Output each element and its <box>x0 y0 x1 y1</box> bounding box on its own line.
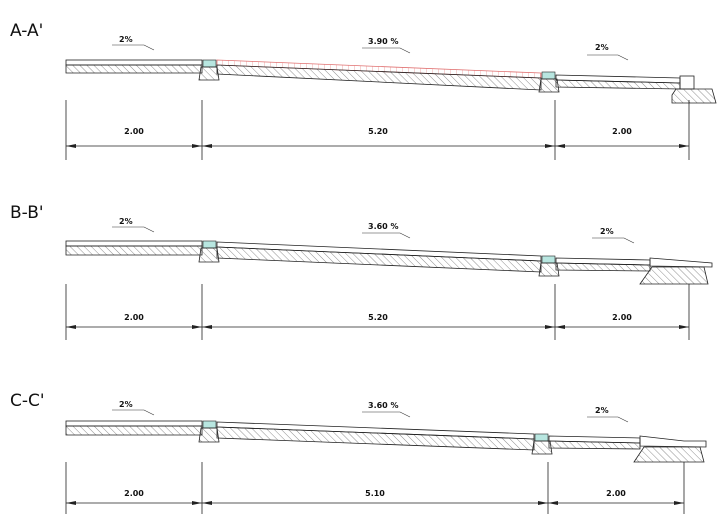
dimension-label-left: 2.00 <box>124 313 144 322</box>
central-slab <box>216 421 535 451</box>
joint-block-right <box>531 433 553 455</box>
central-slab <box>216 241 542 273</box>
right-slab <box>555 257 651 272</box>
section-title: C-C' <box>10 391 45 411</box>
curb <box>633 435 707 463</box>
joint-block-left <box>198 420 220 443</box>
slope-label-text: 2% <box>600 227 614 236</box>
slope-label-center: 3.90 % <box>362 37 411 54</box>
slope-label-right: 2% <box>587 406 629 423</box>
slope-label-text: 2% <box>119 400 133 409</box>
dimension-line <box>65 100 690 160</box>
joint-block-right <box>538 71 560 93</box>
slope-label-text: 2% <box>119 35 133 44</box>
section-b: B-B' 2% 3.60 % 2% <box>10 203 713 340</box>
left-slab <box>65 59 203 74</box>
right-slab <box>555 74 681 90</box>
dimension-label-right: 2.00 <box>606 489 626 498</box>
joint-block-left <box>198 59 220 81</box>
section-title: B-B' <box>10 203 44 223</box>
section-a: A-A' 2% 3.90 % 2% <box>10 21 717 160</box>
slope-label-left: 2% <box>112 217 155 233</box>
section-title: A-A' <box>10 21 43 41</box>
curb <box>671 75 717 104</box>
left-slab <box>65 240 203 256</box>
dimension-label-right: 2.00 <box>612 313 632 322</box>
slope-label-right: 2% <box>587 43 629 61</box>
slope-label-right: 2% <box>592 227 635 244</box>
central-slab <box>216 59 542 91</box>
dimension-line <box>65 462 685 514</box>
slope-label-left: 2% <box>112 400 155 416</box>
left-slab <box>65 420 203 436</box>
slope-label-text: 2% <box>595 406 609 415</box>
slope-label-text: 3.60 % <box>368 401 399 410</box>
dimension-label-center: 5.20 <box>368 313 388 322</box>
dimension-label-right: 2.00 <box>612 127 632 136</box>
joint-block-right <box>538 255 560 277</box>
dimension-label-left: 2.00 <box>124 127 144 136</box>
dimension-label-center: 5.20 <box>368 127 388 136</box>
curb <box>639 257 713 285</box>
slope-label-text: 2% <box>119 217 133 226</box>
slope-label-center: 3.60 % <box>362 401 411 418</box>
right-slab <box>548 435 641 450</box>
slope-label-text: 3.60 % <box>368 222 399 231</box>
slope-label-text: 2% <box>595 43 609 52</box>
slope-label-text: 3.90 % <box>368 37 399 46</box>
dimension-label-center: 5.10 <box>365 489 385 498</box>
dimension-label-left: 2.00 <box>124 489 144 498</box>
slope-label-left: 2% <box>112 35 155 51</box>
section-c: C-C' 2% 3.60 % 2% <box>10 391 707 514</box>
joint-block-left <box>198 240 220 263</box>
dimension-line <box>65 284 690 340</box>
slope-label-center: 3.60 % <box>362 222 411 239</box>
